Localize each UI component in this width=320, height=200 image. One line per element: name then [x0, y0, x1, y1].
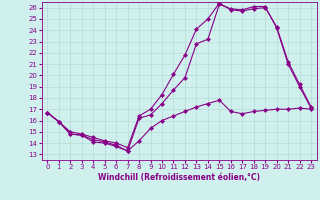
X-axis label: Windchill (Refroidissement éolien,°C): Windchill (Refroidissement éolien,°C): [98, 173, 260, 182]
